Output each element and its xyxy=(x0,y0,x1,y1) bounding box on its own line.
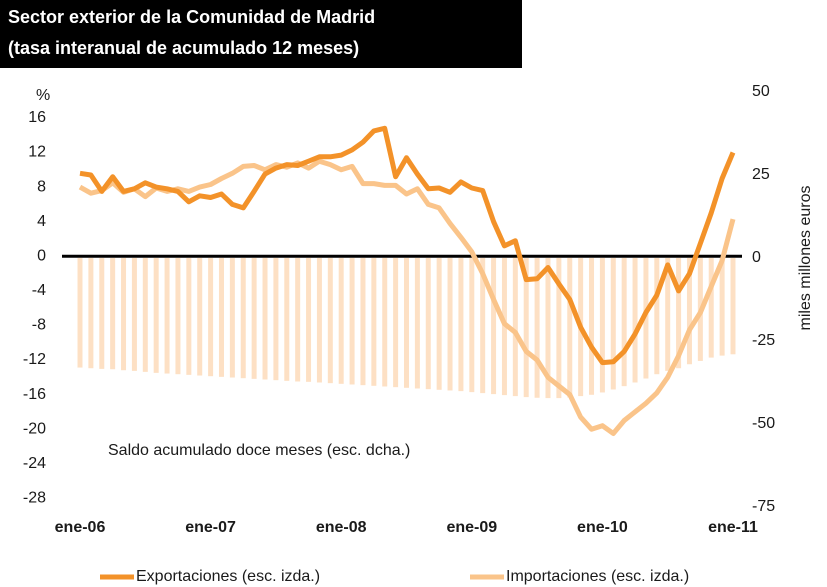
chart-subtitle: (tasa interanual de acumulado 12 meses) xyxy=(8,38,359,58)
line xyxy=(79,125,736,366)
y2-tick-label: 0 xyxy=(752,249,761,266)
y-tick-label: 12 xyxy=(28,144,46,161)
bar xyxy=(338,258,344,384)
bar xyxy=(458,258,464,392)
bar xyxy=(131,258,137,371)
y2-tick-label: 25 xyxy=(752,166,770,183)
bar xyxy=(404,258,409,388)
bar xyxy=(327,258,333,384)
bar xyxy=(262,258,268,380)
bar xyxy=(251,258,257,379)
y-tick-label: -12 xyxy=(23,351,46,368)
bar xyxy=(610,258,616,390)
bar xyxy=(599,258,605,393)
bar xyxy=(534,258,540,398)
y2-tick-label: 50 xyxy=(752,83,770,100)
bar xyxy=(284,258,290,381)
bar xyxy=(469,258,475,393)
x-tick-label: ene-06 xyxy=(55,519,106,536)
bar xyxy=(414,258,420,389)
bar xyxy=(218,258,224,377)
bar xyxy=(556,258,562,399)
bar xyxy=(567,258,573,398)
bar xyxy=(708,258,714,358)
bar xyxy=(99,258,105,369)
y-tick-label: -4 xyxy=(32,282,46,299)
bar xyxy=(240,258,246,379)
bar xyxy=(719,258,725,356)
bar xyxy=(447,258,453,391)
bar xyxy=(654,258,660,375)
x-tick-label: ene-10 xyxy=(577,519,628,536)
bar xyxy=(730,258,736,355)
y-tick-label: 8 xyxy=(37,178,46,195)
legend-label: Importaciones (esc. izda.) xyxy=(506,568,689,585)
bar xyxy=(480,258,486,394)
bar xyxy=(121,258,127,371)
bar xyxy=(621,258,627,387)
x-tick-label: ene-09 xyxy=(446,519,497,536)
bar xyxy=(589,258,595,395)
bar xyxy=(393,258,399,388)
y2-tick-label: -50 xyxy=(752,415,775,432)
y2-tick-label: -75 xyxy=(752,498,775,515)
y-tick-label: -28 xyxy=(23,490,46,507)
bar xyxy=(229,258,235,378)
bar xyxy=(306,258,312,382)
annotation-bg xyxy=(100,436,490,466)
y2-tick-label: -25 xyxy=(752,332,775,349)
bar xyxy=(208,258,214,377)
bar xyxy=(436,258,442,390)
bar xyxy=(686,258,692,365)
line xyxy=(78,158,736,436)
bar xyxy=(382,258,388,387)
y-tick-label: 0 xyxy=(37,247,46,264)
y-tick-label: 4 xyxy=(37,213,46,230)
legend-label: Exportaciones (esc. izda.) xyxy=(136,568,320,585)
bar xyxy=(371,258,377,386)
bar xyxy=(665,258,671,371)
y-tick-label: -16 xyxy=(23,386,46,403)
bar xyxy=(88,258,94,369)
bar xyxy=(175,258,181,375)
title-band xyxy=(0,0,522,68)
x-tick-label: ene-11 xyxy=(708,519,758,536)
bar xyxy=(197,258,203,376)
bar xyxy=(425,258,431,390)
bar xyxy=(273,258,279,381)
bar xyxy=(491,258,497,395)
bar xyxy=(360,258,366,386)
y2-axis-label: miles millones euros xyxy=(797,186,814,331)
x-tick-label: ene-08 xyxy=(316,519,367,536)
bar xyxy=(545,258,551,399)
bar xyxy=(512,258,518,397)
bar xyxy=(523,258,529,398)
bar xyxy=(643,258,649,379)
annotation: Saldo acumulado doce meses (esc. dcha.) xyxy=(108,442,410,459)
bar xyxy=(316,258,322,383)
bar xyxy=(349,258,355,385)
bar xyxy=(77,258,83,368)
chart-title: Sector exterior de la Comunidad de Madri… xyxy=(8,7,375,27)
bar xyxy=(142,258,148,372)
bar xyxy=(153,258,159,373)
y-tick-label: -24 xyxy=(23,455,46,472)
x-tick-label: ene-07 xyxy=(185,519,236,536)
bar xyxy=(164,258,170,374)
y-tick-label: 16 xyxy=(28,109,46,126)
bar xyxy=(110,258,116,370)
bar xyxy=(186,258,192,375)
y-axis-label: % xyxy=(36,87,50,104)
bar xyxy=(632,258,638,383)
y-tick-label: -8 xyxy=(32,317,46,334)
bar xyxy=(295,258,301,382)
y-tick-label: -20 xyxy=(23,420,46,437)
bar xyxy=(676,258,682,369)
